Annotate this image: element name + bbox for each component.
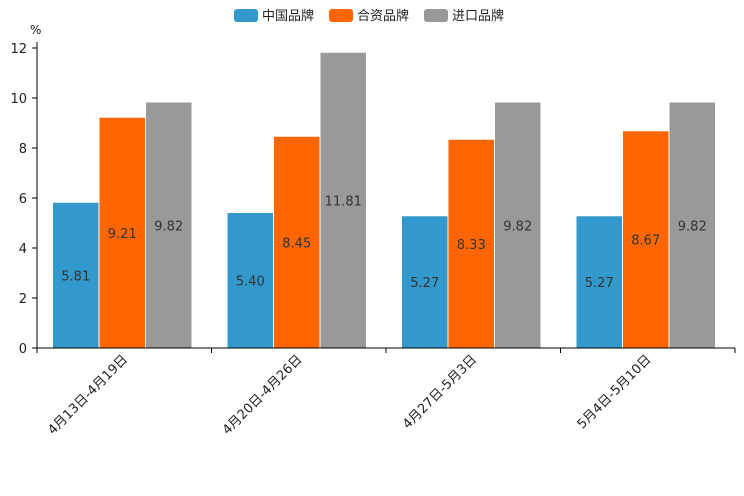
x-category-label: 4月27日-5月3日 (400, 352, 480, 432)
data-label: 5.27 (410, 276, 439, 291)
bar (495, 102, 541, 348)
data-label: 9.82 (503, 219, 532, 234)
x-category-label: 4月13日-4月19日 (45, 352, 131, 438)
y-tick-label: 12 (10, 42, 27, 57)
data-label: 9.21 (108, 227, 137, 242)
y-axis-unit-label: % (30, 23, 41, 37)
bar (669, 102, 715, 348)
data-label: 5.81 (61, 269, 90, 284)
y-tick-label: 4 (19, 242, 27, 257)
data-label: 5.40 (236, 275, 265, 290)
legend-swatch (329, 9, 353, 22)
data-label: 9.82 (154, 219, 183, 234)
x-axis: 4月13日-4月19日 4月20日-4月26日 4月27日-5月3日 5月4日-5月1… (36, 347, 736, 438)
bar (274, 136, 320, 348)
y-axis: 0 2 4 6 8 10 12 (10, 42, 38, 357)
x-category-label: 5月4日-5月10日 (575, 352, 655, 432)
data-label: 5.27 (585, 276, 614, 291)
bar (320, 52, 366, 348)
legend: 中国品牌 合资品牌 进口品牌 (234, 8, 504, 24)
legend-swatch (234, 9, 258, 22)
x-category-label: 4月20日-4月26日 (220, 352, 306, 438)
legend-swatch (424, 9, 448, 22)
bar (227, 213, 273, 348)
data-label: 8.45 (282, 236, 311, 251)
bar (448, 139, 494, 348)
bar (576, 216, 622, 348)
data-label: 8.33 (457, 238, 486, 253)
data-label: 9.82 (678, 219, 707, 234)
bars: 5.81 5.40 5.27 5.27 9.21 8.45 8.33 8.67 9.82 11.8… (53, 52, 715, 348)
legend-label: 中国品牌 (262, 8, 314, 24)
bar (402, 216, 448, 348)
y-tick-label: 2 (19, 292, 27, 307)
data-label: 11.81 (325, 194, 362, 209)
legend-label: 合资品牌 (357, 8, 409, 24)
y-tick-label: 8 (19, 142, 27, 157)
bar (53, 202, 99, 348)
y-tick-label: 0 (19, 342, 27, 357)
data-label: 8.67 (631, 234, 660, 249)
bar (146, 102, 192, 348)
bar (99, 117, 145, 348)
y-tick-label: 10 (10, 92, 27, 107)
legend-label: 进口品牌 (452, 8, 504, 24)
y-tick-label: 6 (19, 192, 27, 207)
bar (623, 131, 669, 348)
